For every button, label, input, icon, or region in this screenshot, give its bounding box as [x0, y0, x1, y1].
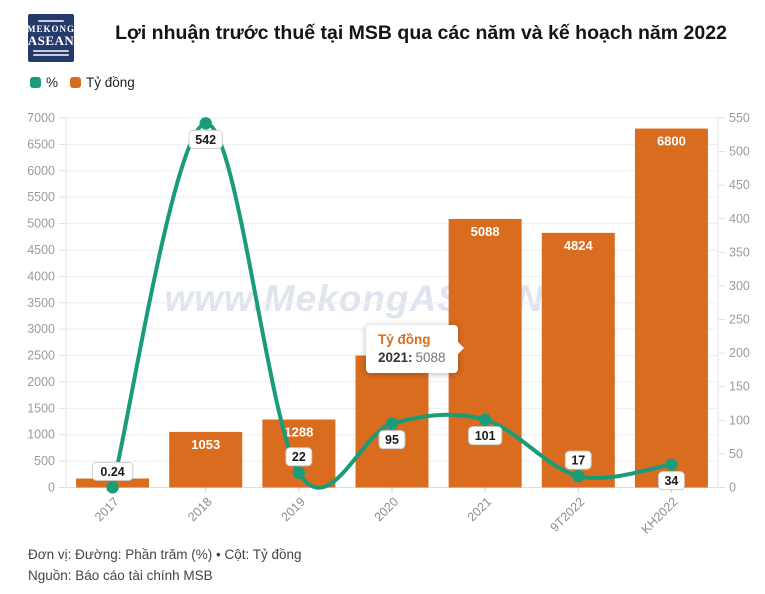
page-title: Lợi nhuận trước thuế tại MSB qua các năm…: [115, 22, 727, 44]
legend-label-ty-dong: Tỷ đồng: [86, 75, 135, 90]
line-label-2018: 542: [195, 133, 216, 147]
chart-canvas[interactable]: 0500100015002000250030003500400045005000…: [0, 98, 765, 540]
watermark: www.MekongASEAN.vn: [164, 278, 601, 319]
right-axis-label: 500: [729, 145, 750, 159]
left-axis-label: 1000: [27, 428, 55, 442]
chart-footnote: Đơn vị: Đường: Phần trăm (%) • Cột: Tỷ đ…: [28, 544, 302, 586]
left-axis-label: 4000: [27, 269, 55, 283]
right-axis-label: 250: [729, 313, 750, 327]
left-axis-label: 0: [48, 481, 55, 495]
chart-tooltip: Tỷ đồng 2021: 5088: [366, 325, 464, 373]
left-axis-label: 500: [34, 454, 55, 468]
bar-label-9T2022: 4824: [564, 238, 594, 253]
tooltip-value: 5088: [415, 350, 446, 365]
line-point-2021[interactable]: [478, 413, 492, 426]
tooltip-value-row: 2021: 5088: [378, 350, 446, 365]
line-point-2020[interactable]: [385, 417, 399, 430]
left-axis-label: 6500: [27, 137, 55, 151]
line-point-KH2022[interactable]: [665, 458, 678, 471]
right-axis-label: 0: [729, 481, 736, 495]
chart-legend: % Tỷ đồng: [30, 75, 135, 90]
logo-text-asean: ASEAN: [27, 33, 75, 48]
footnote-units: Đơn vị: Đường: Phần trăm (%) • Cột: Tỷ đ…: [28, 547, 302, 562]
line-label-9T2022: 17: [571, 454, 585, 468]
x-axis-label-KH2022: KH2022: [639, 495, 681, 537]
left-axis-label: 5000: [27, 217, 55, 231]
left-axis-label: 7000: [27, 111, 55, 125]
legend-swatch-ty-dong: [70, 77, 82, 88]
right-axis-label: 550: [729, 111, 750, 125]
x-axis-label-2019: 2019: [278, 495, 308, 525]
chart-area[interactable]: 0 500 1000 1500 2000 2500 3000 3500 4000 4500 5000…: [0, 98, 765, 540]
logo-micro-text-b2: [33, 54, 69, 56]
logo-micro-text-b1: [33, 50, 69, 52]
line-label-bg: [378, 430, 406, 450]
logo-text-mekong: MEKONG: [27, 24, 75, 34]
bar-2018[interactable]: [169, 431, 243, 488]
right-axis-label: 450: [729, 178, 750, 192]
right-axis-label: 300: [729, 279, 750, 293]
x-axis-label-9T2022: 9T2022: [548, 495, 588, 535]
x-axis-label-2018: 2018: [185, 495, 215, 525]
line-label-bg: [285, 447, 313, 467]
left-axis-label: 6000: [27, 164, 55, 178]
left-axis-label: 5500: [27, 190, 55, 204]
footnote-source: Nguồn: Báo cáo tài chính MSB: [28, 568, 213, 583]
bar-label-2019: 1288: [284, 425, 313, 440]
left-axis-label: 2500: [27, 349, 55, 363]
line-label-2021: 101: [475, 429, 496, 443]
left-axis-label: 3000: [27, 322, 55, 336]
trend-line: [110, 121, 674, 490]
line-label-2017: 0.24: [100, 465, 124, 479]
left-axis-label: 3500: [27, 296, 55, 310]
line-label-bg: [564, 450, 592, 470]
legend-swatch-percent: [30, 77, 41, 88]
right-axis-label: 50: [729, 447, 743, 461]
line-point-9T2022[interactable]: [572, 469, 585, 483]
legend-item-percent[interactable]: %: [30, 75, 58, 90]
bar-label-2018: 1053: [191, 437, 220, 452]
line-label-bg: [91, 461, 134, 481]
tooltip-category: 2021:: [378, 350, 413, 365]
left-axis-label: 1500: [27, 401, 55, 415]
line-label-2019: 22: [292, 450, 306, 464]
line-label-KH2022: 34: [664, 474, 678, 488]
logo-micro-text-top: [38, 20, 64, 22]
bar-label-2021: 5088: [471, 224, 500, 239]
tooltip-series-name: Tỷ đồng: [378, 332, 431, 347]
line-label-2020: 95: [385, 433, 399, 447]
tooltip-arrow: [456, 341, 464, 355]
line-label-bg: [468, 426, 503, 446]
line-point-2019[interactable]: [292, 466, 306, 479]
mekong-asean-logo: MEKONG ASEAN: [27, 14, 75, 62]
right-axis-label: 100: [729, 413, 750, 427]
right-axis-label: 400: [729, 212, 750, 226]
right-axis-label: 350: [729, 245, 750, 259]
x-axis-label-2017: 2017: [92, 495, 122, 525]
left-axis-label: 2000: [27, 375, 55, 389]
line-label-bg: [188, 129, 223, 149]
bar-9T2022[interactable]: [541, 232, 615, 488]
line-point-2017[interactable]: [106, 481, 119, 494]
bar-KH2022[interactable]: [634, 128, 708, 488]
bar-label-KH2022: 6800: [657, 134, 686, 149]
x-axis-label-2020: 2020: [372, 495, 402, 525]
line-point-2018[interactable]: [199, 117, 212, 130]
legend-item-ty-dong[interactable]: Tỷ đồng: [70, 75, 135, 90]
x-axis-label-2021: 2021: [465, 495, 495, 525]
right-axis-label: 200: [729, 346, 750, 360]
left-axis-label: 4500: [27, 243, 55, 257]
legend-label-percent: %: [46, 75, 59, 90]
right-axis-label: 150: [729, 380, 750, 394]
line-label-bg: [658, 471, 685, 491]
